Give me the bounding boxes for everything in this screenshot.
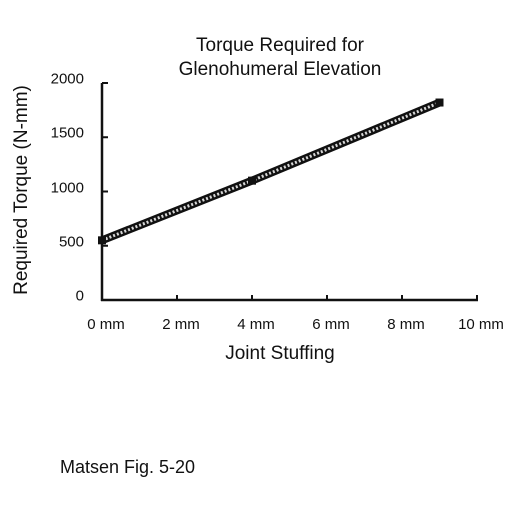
- y-tick-label: 500: [58, 233, 84, 251]
- figure-caption: Matsen Fig. 5-20: [60, 457, 196, 477]
- x-tick-label: 2 mm: [162, 316, 200, 333]
- x-tick-label: 10 mm: [458, 316, 504, 333]
- x-tick-label: 0 mm: [87, 316, 125, 333]
- chart-title-line-2: Glenohumeral Elevation: [178, 59, 382, 80]
- x-axis-label: Joint Stuffing: [225, 343, 335, 364]
- x-tick-label: 6 mm: [312, 316, 350, 333]
- y-tick-label: 1000: [50, 179, 84, 196]
- x-tick-label: 8 mm: [387, 316, 425, 333]
- data-point-marker: [248, 176, 256, 185]
- chart-title-line-1: Torque Required for: [196, 35, 364, 56]
- chart-axes: [100, 82, 478, 302]
- y-tick-label: 1500: [50, 124, 84, 142]
- y-tick-label: 2000: [50, 70, 84, 88]
- y-tick-label: 0: [75, 287, 84, 305]
- data-point-marker: [435, 98, 444, 107]
- x-tick-label: 4 mm: [237, 316, 275, 333]
- data-point-marker: [98, 236, 106, 245]
- series-layer: [98, 98, 444, 245]
